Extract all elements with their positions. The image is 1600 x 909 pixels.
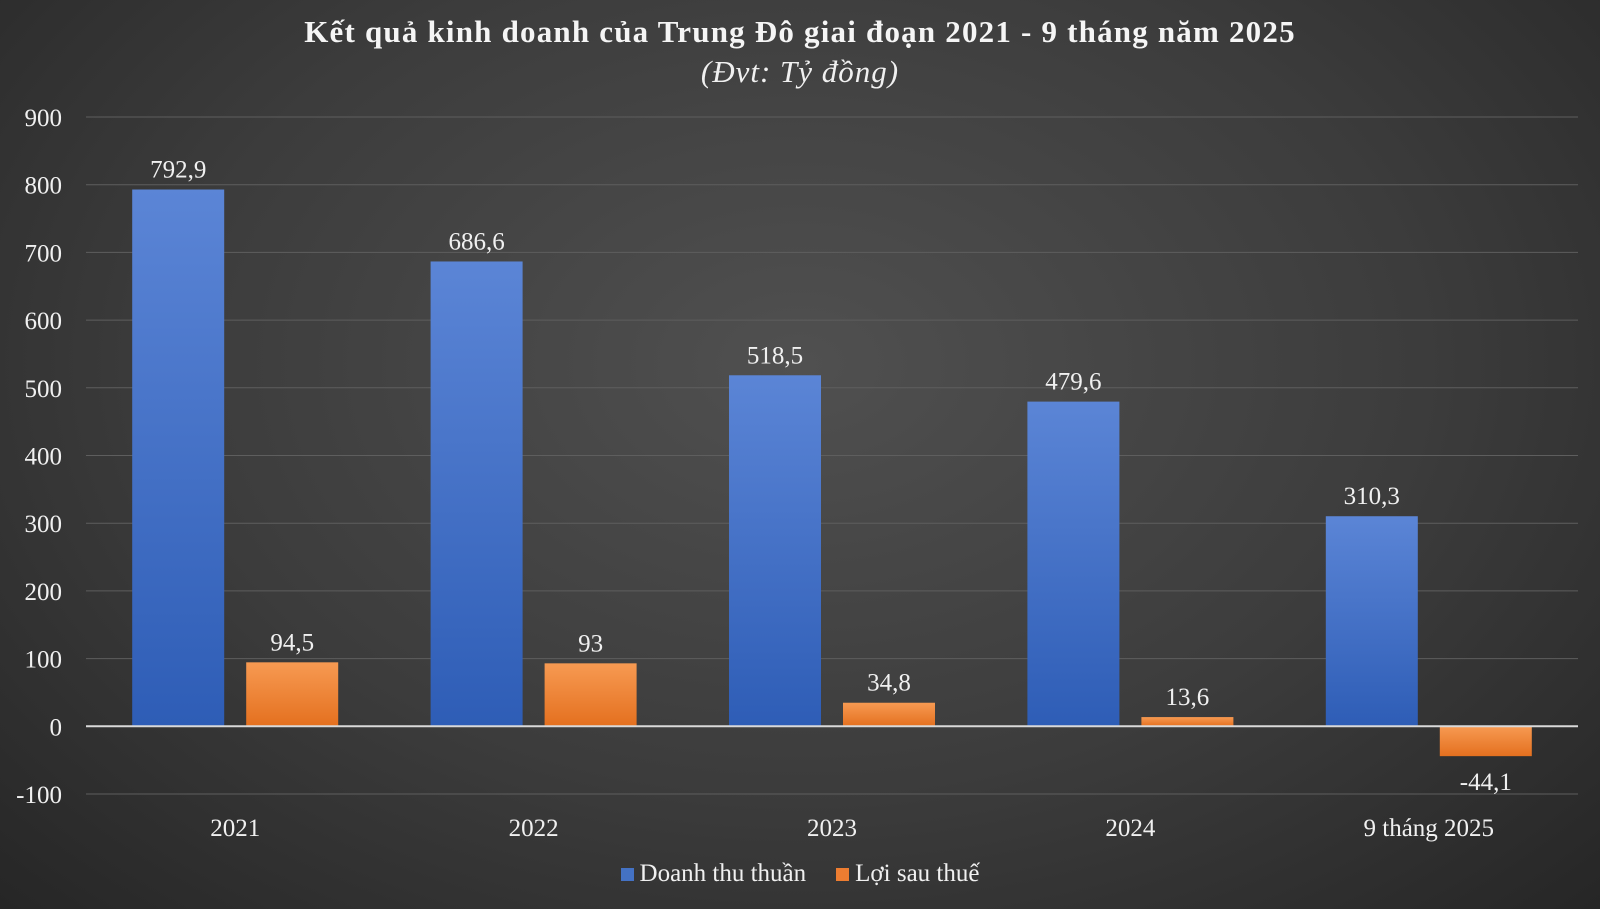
data-label-revenue: 686,6 xyxy=(448,228,504,255)
chart-subtitle: (Đvt: Tỷ đồng) xyxy=(700,54,900,89)
bar-revenue xyxy=(132,189,225,727)
y-axis: -100 0 100 200 300 400 500 600 700 800 900 xyxy=(16,105,62,809)
y-tick-label: 0 xyxy=(50,714,63,741)
y-tick-label: 200 xyxy=(25,579,63,606)
y-tick-label: 800 xyxy=(25,173,63,200)
x-tick-label: 2022 xyxy=(509,815,559,842)
chart-title: Kết quả kinh doanh của Trung Đô giai đoạ… xyxy=(304,14,1296,49)
legend-item-profit: Lợi sau thuế xyxy=(836,860,979,888)
data-label-profit: 93 xyxy=(578,630,603,657)
x-tick-label: 2024 xyxy=(1105,815,1156,842)
bar-profit xyxy=(1141,717,1234,727)
y-tick-label: 500 xyxy=(25,376,63,403)
y-tick-label: 100 xyxy=(25,647,63,674)
x-axis: 2021 2022 2023 2024 9 tháng 2025 xyxy=(210,815,1494,842)
legend-item-revenue: Doanh thu thuần xyxy=(620,860,807,888)
legend-label-profit: Lợi sau thuế xyxy=(855,860,980,887)
bar-profit xyxy=(843,702,935,727)
bar-profit xyxy=(246,662,339,727)
legend: Doanh thu thuần Lợi sau thuế xyxy=(0,860,1600,888)
data-label-revenue: 518,5 xyxy=(747,342,803,369)
y-tick-label: 600 xyxy=(25,308,63,335)
y-tick-label: 700 xyxy=(25,240,63,267)
bars xyxy=(132,189,1532,757)
bar-revenue xyxy=(729,375,821,727)
data-labels: 792,9 94,5 686,6 93 518,5 34,8 479,6 13,6 310,3 -… xyxy=(150,157,1512,797)
y-tick-label: 900 xyxy=(25,105,63,132)
x-tick-label: 2021 xyxy=(210,815,260,842)
data-label-profit: 94,5 xyxy=(270,629,314,656)
legend-swatch-profit xyxy=(836,867,850,881)
y-tick-label: -100 xyxy=(16,782,62,809)
bar-profit xyxy=(544,663,637,727)
bar-profit xyxy=(1439,726,1532,757)
legend-label-revenue: Doanh thu thuần xyxy=(639,860,807,887)
data-label-profit: 13,6 xyxy=(1166,684,1210,711)
legend-swatch-revenue xyxy=(620,867,634,881)
data-label-revenue: 310,3 xyxy=(1344,483,1400,510)
data-label-profit: 34,8 xyxy=(867,670,911,697)
y-tick-label: 300 xyxy=(25,511,63,538)
bar-revenue xyxy=(430,261,523,727)
bar-revenue xyxy=(1027,401,1120,727)
x-tick-label: 9 tháng 2025 xyxy=(1364,815,1495,842)
data-label-profit: -44,1 xyxy=(1460,769,1512,796)
data-label-revenue: 792,9 xyxy=(150,157,206,184)
data-label-revenue: 479,6 xyxy=(1045,369,1101,396)
bar-revenue xyxy=(1325,516,1418,727)
y-tick-label: 400 xyxy=(25,444,63,471)
x-tick-label: 2023 xyxy=(807,815,857,842)
